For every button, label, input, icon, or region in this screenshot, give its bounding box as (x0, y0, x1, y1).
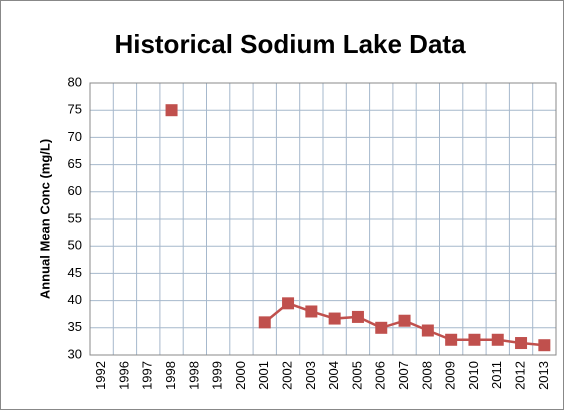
x-tick-label: 1998 (186, 361, 201, 390)
x-tick-label: 2000 (233, 361, 248, 390)
y-tick-label: 70 (68, 129, 82, 144)
x-tick-label: 2009 (443, 361, 458, 390)
y-tick-label: 65 (68, 156, 82, 171)
data-point (258, 316, 271, 329)
data-point (445, 333, 458, 346)
data-point (421, 324, 434, 337)
data-point (491, 333, 504, 346)
x-tick-label: 1996 (116, 361, 131, 390)
x-tick-label: 2008 (419, 361, 434, 390)
y-tick-label: 35 (68, 319, 82, 334)
x-tick-label: 2005 (349, 361, 364, 390)
y-tick-label: 80 (68, 74, 82, 89)
data-point (515, 337, 528, 350)
x-tick-label: 2003 (303, 361, 318, 390)
plot-border (89, 82, 557, 356)
x-tick-label: 1998 (163, 361, 178, 390)
x-tick-label: 2004 (326, 361, 341, 390)
data-point (538, 339, 551, 352)
x-tick-label: 1999 (210, 361, 225, 390)
y-tick-label: 45 (68, 265, 82, 280)
x-tick-label: 2001 (256, 361, 271, 390)
x-tick-label: 2006 (373, 361, 388, 390)
y-tick-label: 55 (68, 210, 82, 225)
y-tick-label: 30 (68, 346, 82, 361)
y-tick-label: 75 (68, 102, 82, 117)
x-tick-label: 1992 (93, 361, 108, 390)
x-tick-label: 2012 (512, 361, 527, 390)
data-point (468, 333, 481, 346)
x-tick-label: 2013 (536, 361, 551, 390)
x-tick-label: 2002 (279, 361, 294, 390)
y-tick-label: 60 (68, 183, 82, 198)
data-point (305, 305, 318, 318)
y-axis-label: Annual Mean Conc (mg/L) (37, 139, 52, 299)
data-point (328, 312, 341, 325)
data-point (282, 297, 295, 310)
x-tick-label: 2010 (466, 361, 481, 390)
y-tick-label: 50 (68, 238, 82, 253)
chart-title: Historical Sodium Lake Data (114, 29, 466, 59)
data-point (398, 314, 411, 327)
data-point (165, 104, 178, 117)
x-tick-label: 2011 (489, 361, 504, 389)
y-tick-label: 40 (68, 292, 82, 307)
data-point (351, 310, 364, 323)
x-tick-label: 2007 (396, 361, 411, 390)
x-tick-label: 1997 (140, 361, 155, 390)
data-point (375, 321, 388, 334)
